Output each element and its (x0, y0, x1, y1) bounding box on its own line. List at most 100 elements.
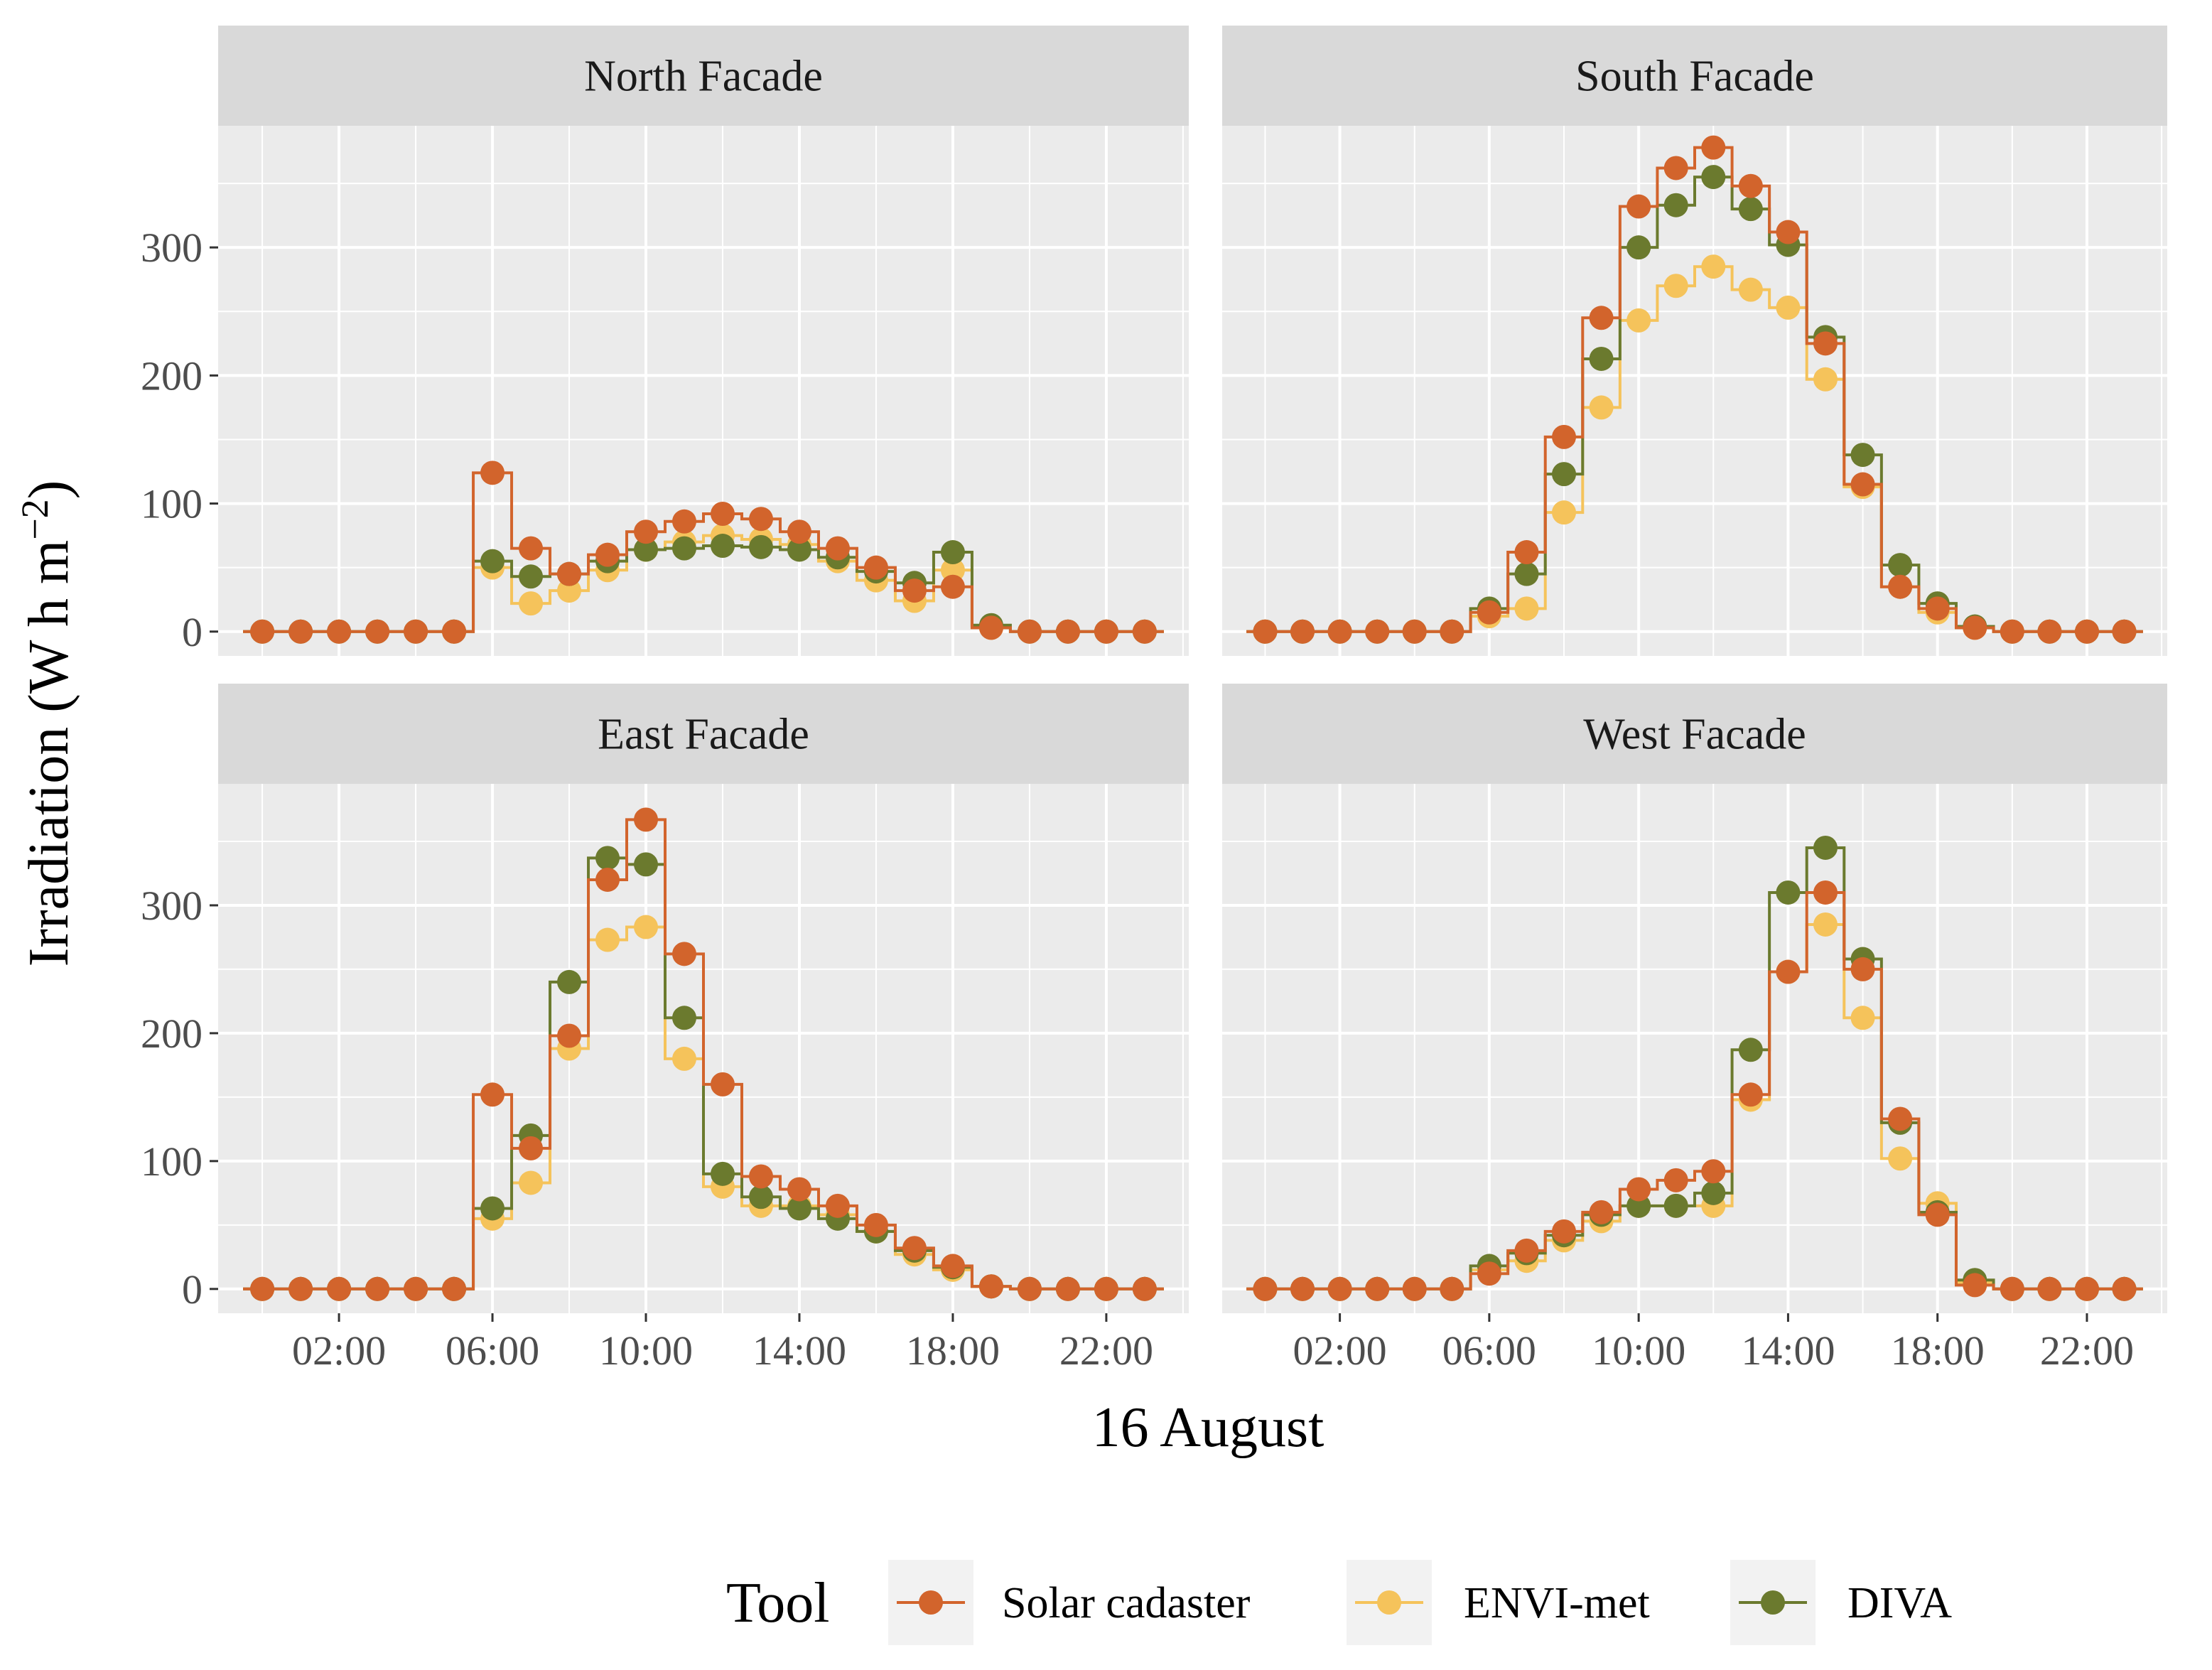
west-facade-solar-cadaster-point (1477, 1261, 1501, 1286)
east-facade-solar-cadaster-point (250, 1276, 275, 1301)
north-facade-solar-cadaster-point (748, 507, 773, 532)
x-tick-label: 10:00 (1592, 1327, 1685, 1374)
west-facade-solar-cadaster-point (1663, 1168, 1688, 1192)
south-facade-solar-cadaster-point (1327, 619, 1352, 644)
north-facade-diva-point (519, 564, 544, 589)
north-facade-solar-cadaster-point (595, 542, 620, 567)
north-facade-solar-cadaster-point (1094, 619, 1118, 644)
legend-item-solar-cadaster: Solar cadaster (888, 1560, 1251, 1645)
south-facade-diva-point (1701, 165, 1726, 190)
south-facade-envi-met-point (1813, 367, 1838, 392)
west-facade-solar-cadaster-point (1365, 1276, 1390, 1301)
east-facade-diva-point (557, 969, 582, 994)
west-facade-solar-cadaster-point (1440, 1276, 1464, 1301)
south-facade-strip-label: South Facade (1575, 53, 1814, 101)
south-facade-diva-point (1589, 346, 1614, 371)
north-facade-diva-point (480, 549, 505, 573)
north-facade-solar-cadaster-point (365, 619, 390, 644)
west-facade-plot-area (1222, 784, 2167, 1313)
north-facade-diva-point (710, 534, 735, 559)
east-facade-strip (218, 684, 1189, 784)
east-facade-solar-cadaster-point (825, 1193, 850, 1218)
north-facade-envi-met-point (519, 591, 544, 616)
x-tick-label: 22:00 (2040, 1327, 2134, 1374)
north-facade-solar-cadaster-point (442, 619, 467, 644)
east-facade-solar-cadaster-point (327, 1276, 352, 1301)
east-facade-diva-point (710, 1161, 735, 1186)
east-facade-diva-point (595, 846, 620, 871)
west-facade-solar-cadaster-point (1963, 1273, 1987, 1298)
east-facade-solar-cadaster-point (902, 1236, 927, 1261)
legend-label-envi-met: ENVI-met (1464, 1579, 1650, 1627)
x-tick-label: 06:00 (446, 1327, 539, 1374)
east-facade-solar-cadaster-point (1132, 1276, 1157, 1301)
east-facade-solar-cadaster-point (595, 867, 620, 892)
x-tick-label: 18:00 (906, 1327, 1000, 1374)
x-tick-label: 02:00 (292, 1327, 386, 1374)
south-facade-strip (1222, 26, 2167, 126)
west-facade-solar-cadaster-point (1514, 1238, 1539, 1263)
legend-item-envi-met: ENVI-met (1347, 1560, 1650, 1645)
south-facade-solar-cadaster-point (1402, 619, 1427, 644)
east-facade-solar-cadaster-point (748, 1164, 773, 1189)
east-facade-diva-point (634, 852, 659, 877)
south-facade-solar-cadaster-point (2112, 619, 2137, 644)
north-facade-panel: North Facade 0 100 200 300 (141, 26, 1189, 656)
legend-point-solar-cadaster (919, 1590, 943, 1615)
x-tick-label: 02:00 (1293, 1327, 1387, 1374)
south-facade-diva-point (1514, 561, 1539, 586)
west-facade-solar-cadaster-point (2000, 1276, 2024, 1301)
south-facade-envi-met-point (1589, 395, 1614, 420)
south-facade-solar-cadaster-point (1813, 331, 1838, 356)
south-facade-solar-cadaster-point (2037, 619, 2062, 644)
east-facade-strip-label: East Facade (598, 711, 809, 759)
north-facade-diva-point (787, 537, 811, 562)
east-facade-envi-met-point (595, 927, 620, 952)
north-facade-solar-cadaster-point (250, 619, 275, 644)
legend-item-diva: DIVA (1730, 1560, 1952, 1645)
north-facade-diva-point (940, 540, 965, 565)
south-facade-diva-point (1738, 197, 1763, 222)
y-tick-label: 0 (182, 609, 203, 655)
west-facade-solar-cadaster-point (2037, 1276, 2062, 1301)
x-tick-label: 14:00 (752, 1327, 846, 1374)
south-facade-solar-cadaster-point (1290, 619, 1315, 644)
east-facade-solar-cadaster-point (672, 942, 697, 966)
south-facade-solar-cadaster-point (1552, 424, 1577, 449)
west-facade-solar-cadaster-point (1290, 1276, 1315, 1301)
east-facade-solar-cadaster-point (1055, 1276, 1080, 1301)
north-facade-solar-cadaster-point (480, 460, 505, 485)
east-facade-diva-point (672, 1006, 697, 1030)
north-facade-solar-cadaster-point (557, 561, 582, 586)
south-facade-solar-cadaster-point (1253, 619, 1278, 644)
north-facade-solar-cadaster-point (787, 519, 811, 544)
east-facade-diva-point (748, 1185, 773, 1210)
east-facade-solar-cadaster-point (519, 1136, 544, 1160)
south-facade-diva-point (1626, 235, 1651, 260)
north-facade-diva-point (748, 534, 773, 559)
south-facade-solar-cadaster-point (1776, 220, 1801, 244)
north-facade-solar-cadaster-point (634, 519, 659, 544)
north-facade-solar-cadaster-point (519, 536, 544, 561)
legend-label-diva: DIVA (1847, 1579, 1952, 1627)
panels-layer: North Facade 0 100 200 300 South Facade East F… (141, 26, 2167, 1374)
east-facade-solar-cadaster-point (404, 1276, 428, 1301)
west-facade-solar-cadaster-point (2112, 1276, 2137, 1301)
y-tick-label: 200 (141, 1011, 203, 1057)
south-facade-envi-met-point (1701, 254, 1726, 279)
south-facade-envi-met-point (1663, 274, 1688, 298)
south-facade-envi-met-point (1776, 295, 1801, 320)
west-facade-diva-point (1776, 880, 1801, 905)
east-facade-solar-cadaster-point (978, 1274, 1003, 1299)
south-facade-solar-cadaster-point (1888, 574, 1913, 599)
north-facade-strip (218, 26, 1189, 126)
south-facade-solar-cadaster-point (2000, 619, 2024, 644)
east-facade-panel: East Facade 0 100 200 300 02:00 06:00 10:00 14:0… (141, 684, 1189, 1374)
north-facade-solar-cadaster-point (978, 615, 1003, 640)
east-facade-solar-cadaster-point (557, 1023, 582, 1048)
east-facade-solar-cadaster-point (787, 1177, 811, 1202)
north-facade-solar-cadaster-point (672, 509, 697, 534)
west-facade-solar-cadaster-point (1253, 1276, 1278, 1301)
south-facade-diva-point (1552, 462, 1577, 487)
east-facade-solar-cadaster-point (480, 1082, 505, 1107)
